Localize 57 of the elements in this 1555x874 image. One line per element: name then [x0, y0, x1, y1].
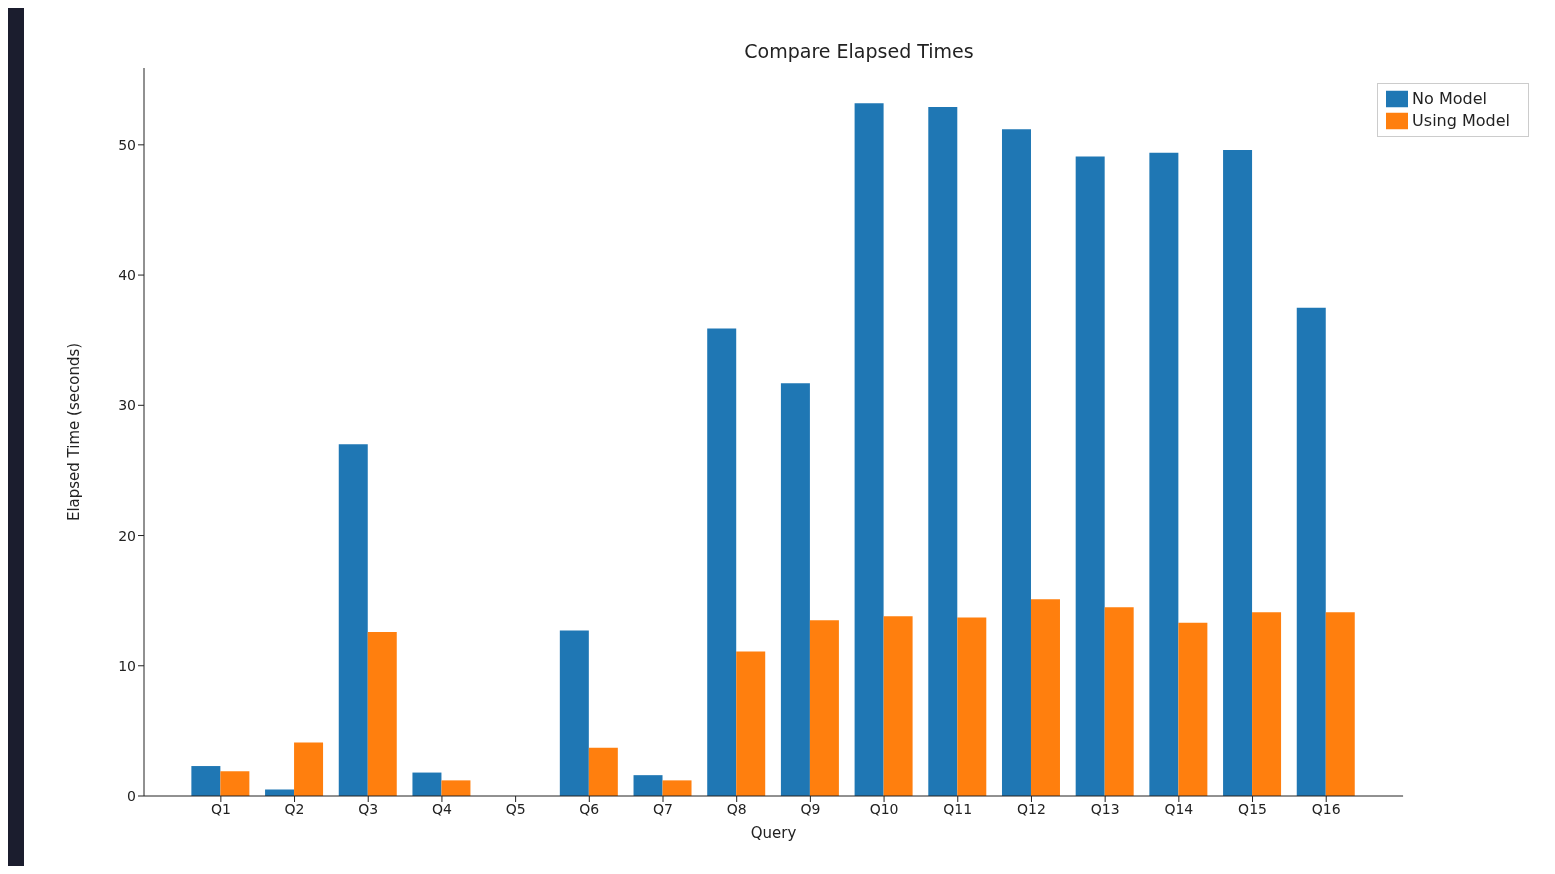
- x-tick-label: Q13: [1090, 800, 1120, 817]
- x-tick-label: Q12: [1017, 800, 1046, 817]
- y-tick-label: 50: [118, 136, 136, 153]
- bar: [707, 328, 737, 796]
- bar: [1325, 612, 1355, 796]
- x-tick-label: Q8: [726, 800, 747, 817]
- bar: [633, 775, 663, 796]
- bar: [338, 444, 368, 796]
- legend-label: Using Model: [1412, 110, 1510, 130]
- y-tick-label: 10: [118, 657, 136, 674]
- bar: [736, 651, 766, 796]
- bar: [441, 780, 471, 796]
- bar: [1296, 307, 1326, 796]
- x-tick-label: Q10: [869, 800, 899, 817]
- legend-label: No Model: [1412, 88, 1487, 108]
- x-tick-label: Q16: [1311, 800, 1341, 817]
- bar: [1149, 152, 1179, 796]
- x-tick-label: Q9: [800, 800, 821, 817]
- y-tick-label: 0: [127, 787, 136, 804]
- bar: [780, 383, 810, 796]
- bar: [559, 630, 589, 796]
- bar: [957, 617, 987, 796]
- x-tick-label: Q2: [284, 800, 305, 817]
- bar: [1001, 129, 1031, 796]
- bar: [220, 771, 250, 796]
- x-tick-label: Q15: [1238, 800, 1267, 817]
- bar: [1178, 622, 1208, 796]
- bar: [1104, 607, 1134, 796]
- bar: [1252, 612, 1282, 796]
- bar: [883, 616, 913, 796]
- bar: [265, 789, 295, 796]
- x-tick-label: Q7: [653, 800, 673, 817]
- bar: [809, 620, 839, 796]
- bar: [1223, 150, 1253, 796]
- bar: [1075, 156, 1105, 796]
- x-tick-label: Q5: [505, 800, 526, 817]
- x-tick-label: Q3: [358, 800, 379, 817]
- bar: [854, 103, 884, 796]
- x-tick-label: Q1: [210, 800, 231, 817]
- y-axis-title: Elapsed Time (seconds): [65, 342, 84, 522]
- bar: [662, 780, 692, 796]
- bar: [928, 107, 958, 796]
- y-tick-label: 40: [118, 267, 136, 284]
- x-axis-title: Query: [750, 824, 797, 842]
- bar: [191, 766, 221, 796]
- x-tick-label: Q11: [943, 800, 973, 817]
- bar: [412, 772, 442, 796]
- y-tick-label: 20: [118, 527, 136, 544]
- x-tick-label: Q14: [1164, 800, 1194, 817]
- bar: [1030, 599, 1060, 796]
- x-tick-label: Q4: [431, 800, 452, 817]
- chart-title: Compare Elapsed Times: [743, 40, 975, 62]
- bar: [294, 742, 324, 796]
- x-tick-label: Q6: [579, 800, 600, 817]
- bar: [367, 631, 397, 796]
- bar: [588, 747, 618, 796]
- y-tick-label: 30: [118, 397, 136, 414]
